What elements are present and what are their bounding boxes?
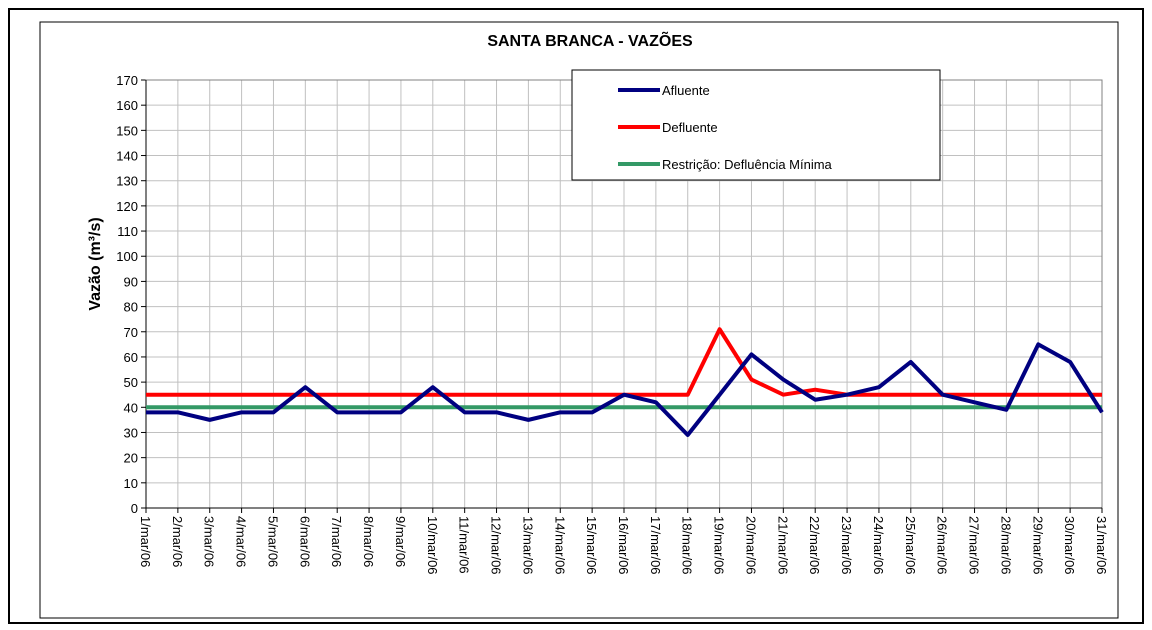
y-tick-label: 150 [116, 123, 138, 138]
x-tick-label: 12/mar/06 [489, 516, 504, 575]
x-tick-label: 31/mar/06 [1094, 516, 1109, 575]
y-tick-label: 90 [124, 274, 138, 289]
y-tick-label: 0 [131, 501, 138, 516]
x-tick-label: 25/mar/06 [903, 516, 918, 575]
x-tick-label: 13/mar/06 [520, 516, 535, 575]
x-tick-label: 24/mar/06 [871, 516, 886, 575]
outer-frame [8, 8, 1144, 624]
x-tick-label: 6/mar/06 [297, 516, 312, 567]
x-tick-label: 2/mar/06 [170, 516, 185, 567]
chart-title: SANTA BRANCA - VAZÕES [487, 30, 693, 50]
y-tick-label: 120 [116, 199, 138, 214]
y-tick-label: 130 [116, 174, 138, 189]
legend-label: Defluente [662, 120, 718, 135]
x-tick-label: 14/mar/06 [552, 516, 567, 575]
x-tick-label: 23/mar/06 [839, 516, 854, 575]
y-tick-label: 60 [124, 350, 138, 365]
x-tick-label: 7/mar/06 [329, 516, 344, 567]
y-tick-label: 10 [124, 476, 138, 491]
y-tick-label: 30 [124, 425, 138, 440]
y-tick-label: 170 [116, 73, 138, 88]
y-tick-label: 20 [124, 451, 138, 466]
x-tick-label: 1/mar/06 [138, 516, 153, 567]
x-tick-label: 17/mar/06 [648, 516, 663, 575]
x-tick-label: 10/mar/06 [425, 516, 440, 575]
x-tick-label: 21/mar/06 [775, 516, 790, 575]
x-tick-label: 20/mar/06 [743, 516, 758, 575]
y-tick-label: 70 [124, 325, 138, 340]
y-tick-label: 110 [117, 224, 138, 239]
y-tick-label: 160 [116, 98, 138, 113]
x-tick-label: 3/mar/06 [202, 516, 217, 567]
x-tick-label: 11/mar/06 [457, 516, 472, 574]
y-tick-label: 100 [116, 249, 138, 264]
x-tick-label: 22/mar/06 [807, 516, 822, 575]
y-tick-label: 50 [124, 375, 138, 390]
legend-label: Afluente [662, 83, 710, 98]
x-tick-label: 28/mar/06 [998, 516, 1013, 575]
x-tick-label: 27/mar/06 [967, 516, 982, 575]
series-line [146, 342, 1104, 437]
x-tick-label: 8/mar/06 [361, 516, 376, 567]
y-tick-label: 80 [124, 300, 138, 315]
x-tick-label: 18/mar/06 [680, 516, 695, 575]
x-tick-label: 19/mar/06 [712, 516, 727, 575]
x-tick-label: 30/mar/06 [1062, 516, 1077, 575]
x-tick-label: 16/mar/06 [616, 516, 631, 575]
legend-label: Restrição: Defluência Mínima [662, 157, 833, 172]
x-tick-label: 15/mar/06 [584, 516, 599, 575]
x-tick-label: 4/mar/06 [234, 516, 249, 567]
x-tick-label: 29/mar/06 [1030, 516, 1045, 575]
x-tick-label: 26/mar/06 [935, 516, 950, 575]
y-tick-label: 140 [116, 149, 138, 164]
x-tick-label: 9/mar/06 [393, 516, 408, 567]
y-tick-label: 40 [124, 400, 138, 415]
y-axis-title: Vazão (m³/s) [87, 217, 104, 310]
x-tick-label: 5/mar/06 [265, 516, 280, 567]
